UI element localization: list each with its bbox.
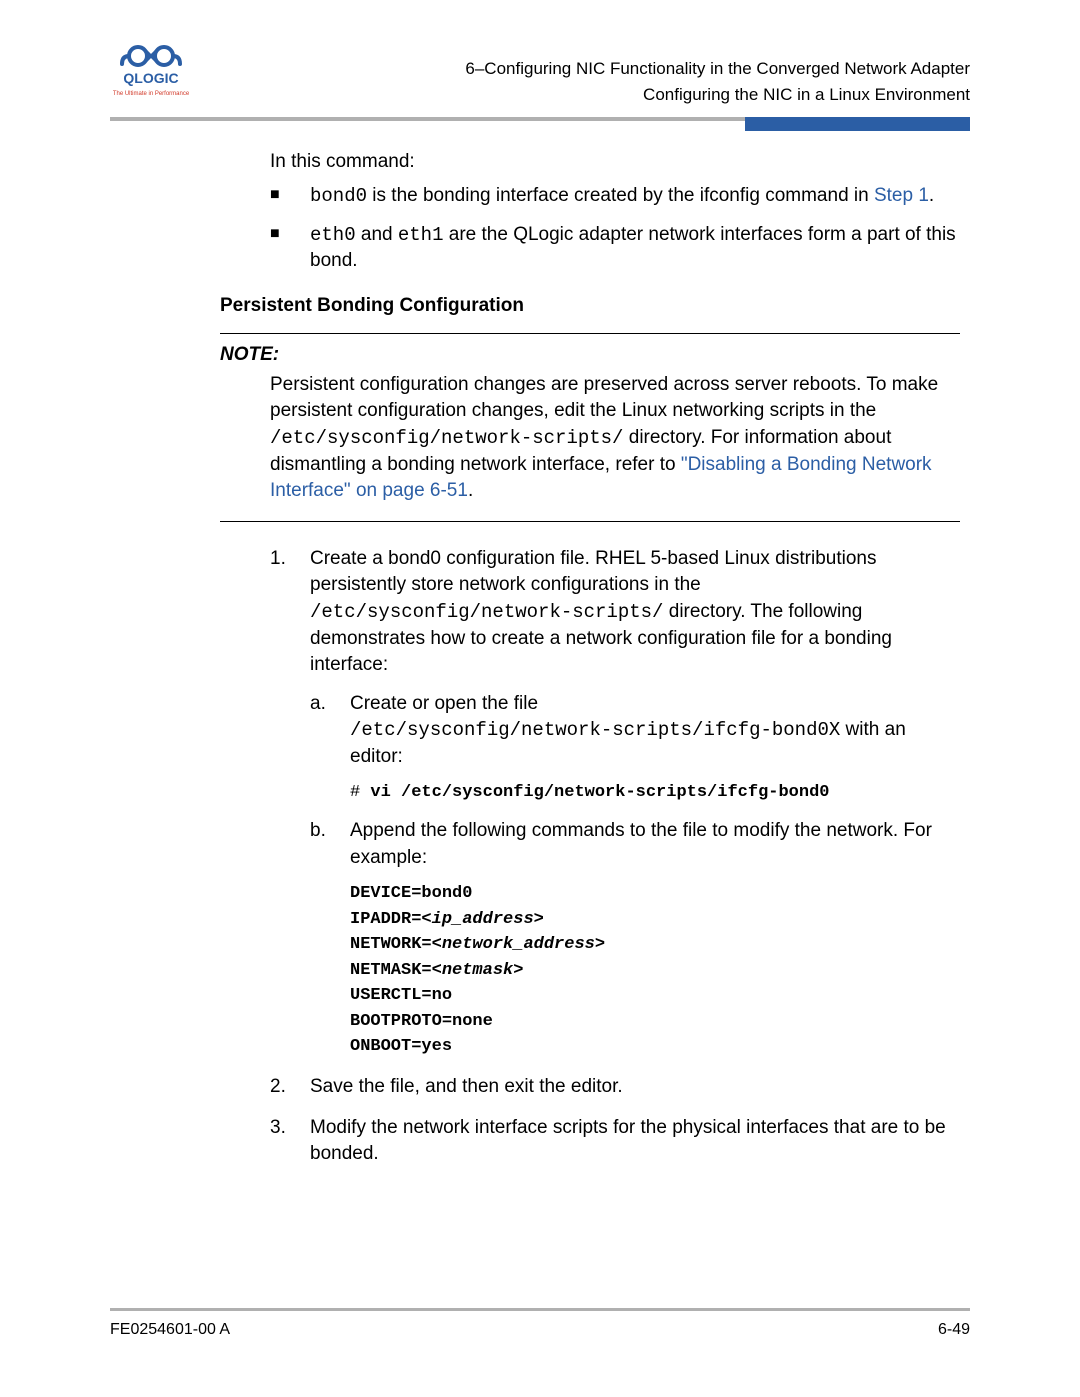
text-part: Create a bond0 configuration file. RHEL … [310,548,876,596]
list-item: bond0 is the bonding interface created b… [270,183,960,210]
text-part: Modify the network interface scripts for… [310,1117,946,1165]
code-inline: eth1 [398,224,444,246]
header-line-2: Configuring the NIC in a Linux Environme… [465,82,970,108]
command-text: vi /etc/sysconfig/network-scripts/ifcfg-… [370,783,829,802]
footer-left: FE0254601-00 A [110,1321,230,1339]
step-item: 3. Modify the network interface scripts … [270,1115,960,1168]
text-part: . [468,480,473,501]
code-inline: bond0 [310,185,367,207]
code-inline: /etc/sysconfig/network-scripts/ [310,601,663,623]
text-part: . [929,185,934,206]
text-part: Append the following commands to the fil… [350,820,932,868]
code-inline: /etc/sysconfig/network-scripts/ [270,427,623,449]
header-text: 6–Configuring NIC Functionality in the C… [465,40,970,107]
qlogic-logo-icon: QLOGIC The Ultimate in Performance [110,40,192,104]
list-item: eth0 and eth1 are the QLogic adapter net… [270,222,960,275]
note-body: Persistent configuration changes are pre… [220,372,960,505]
page: QLOGIC The Ultimate in Performance 6–Con… [0,0,1080,1397]
intro-text: In this command: [270,151,960,173]
header-rule [110,117,970,121]
text-part: and [356,224,398,245]
text-part: is the bonding interface created by the … [367,185,874,206]
brand-logo: QLOGIC The Ultimate in Performance [110,40,200,104]
step-item: 2. Save the file, and then exit the edit… [270,1074,960,1101]
step-number: 3. [270,1115,286,1142]
substep-number: a. [310,691,326,718]
text-part: Create or open the file [350,693,538,714]
step-number: 1. [270,546,286,573]
substep-item: b. Append the following commands to the … [310,818,960,1060]
step-item: 1. Create a bond0 configuration file. RH… [270,546,960,1060]
text-part: Persistent configuration changes are pre… [270,374,938,422]
header-line-1: 6–Configuring NIC Functionality in the C… [465,56,970,82]
logo-brand-text: QLOGIC [123,70,178,86]
text-part: Save the file, and then exit the editor. [310,1076,623,1097]
step-number: 2. [270,1074,286,1101]
step-link[interactable]: Step 1 [874,185,929,206]
page-footer: FE0254601-00 A 6-49 [110,1308,970,1339]
substep-number: b. [310,818,326,845]
code-block: DEVICE=bond0IPADDR=<ip_address>NETWORK=<… [350,881,960,1060]
footer-right: 6-49 [938,1321,970,1339]
prompt: # [350,783,370,802]
page-content: In this command: bond0 is the bonding in… [110,151,970,1168]
header-rule-blue [745,117,970,131]
page-header: QLOGIC The Ultimate in Performance 6–Con… [110,40,970,107]
code-inline: eth0 [310,224,356,246]
bullet-list: bond0 is the bonding interface created b… [270,183,960,275]
section-heading: Persistent Bonding Configuration [220,295,960,317]
code-inline: /etc/sysconfig/network-scripts/ifcfg-bon… [350,719,840,741]
command-line: # vi /etc/sysconfig/network-scripts/ifcf… [350,781,960,805]
ordered-steps: 1. Create a bond0 configuration file. RH… [270,546,960,1168]
logo-tagline-text: The Ultimate in Performance [113,91,190,97]
note-box: NOTE: Persistent configuration changes a… [220,333,960,522]
note-title: NOTE: [220,344,960,366]
sub-steps: a. Create or open the file /etc/sysconfi… [310,691,960,1060]
substep-item: a. Create or open the file /etc/sysconfi… [310,691,960,805]
